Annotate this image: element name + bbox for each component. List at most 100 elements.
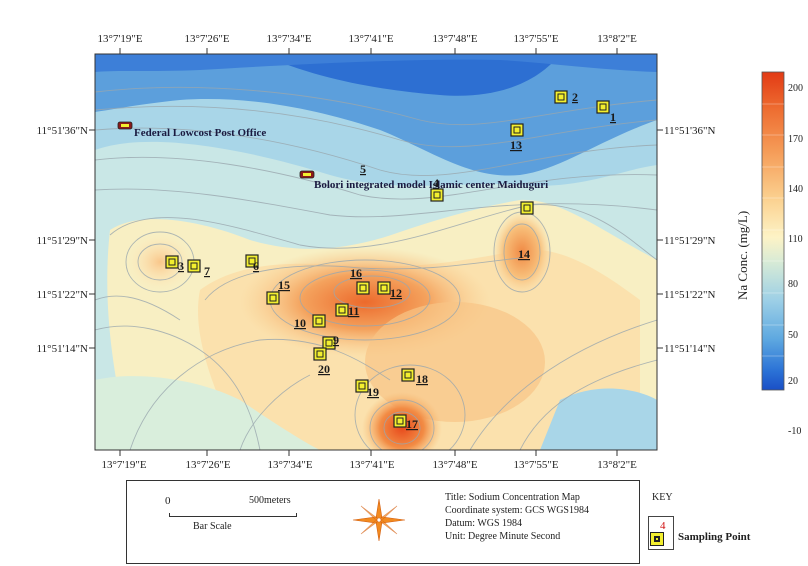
tick-label: 11°51'22"N	[664, 289, 715, 301]
tick-label: 11°51'36"N	[37, 125, 88, 137]
bottom-longitude-ticks: 13°7'19"E 13°7'26"E 13°7'34"E 13°7'41"E …	[101, 450, 637, 471]
sampling-point-9[interactable]: 9	[322, 333, 339, 350]
sampling-point-20[interactable]: 20	[313, 347, 330, 376]
tick-label: 13°7'19"E	[97, 33, 142, 45]
legend-title: Na Conc. (mg/L)	[735, 211, 750, 300]
tick-label: 11°51'36"N	[664, 125, 715, 137]
sampling-point-16[interactable]: 16	[350, 266, 370, 295]
sampling-point-5: 5	[360, 162, 366, 176]
legend-tick: 80	[788, 279, 798, 290]
sampling-point-label: 1	[610, 110, 616, 124]
sampling-point-label: 2	[572, 90, 578, 104]
tick-label: 13°7'26"E	[184, 33, 229, 45]
tick-label: 13°7'41"E	[349, 459, 394, 471]
sampling-point-label: 17	[406, 417, 418, 431]
tick-label: 13°7'41"E	[348, 33, 393, 45]
sampling-point-label: 18	[416, 372, 428, 386]
sampling-point-6[interactable]: 6	[245, 254, 259, 273]
sampling-point-label: 16	[350, 266, 362, 280]
concentration-surface	[95, 54, 657, 450]
sampling-point-icon	[650, 532, 664, 546]
sampling-point-13[interactable]: 13	[510, 123, 524, 152]
sampling-point-label: 3	[178, 259, 184, 273]
sampling-point-label: 12	[390, 286, 402, 300]
tick-label: 13°7'48"E	[432, 33, 477, 45]
tick-label: 11°51'14"N	[664, 343, 715, 355]
sampling-point-12[interactable]: 12	[377, 281, 402, 300]
place-label: Federal Lowcost Post Office	[134, 127, 266, 139]
sampling-point-label: 14	[518, 247, 530, 261]
sampling-point-1[interactable]: 1	[596, 100, 616, 124]
concentration-legend: 200 170 140 110 80 50 20 -10 Na Conc. (m…	[735, 71, 803, 437]
tick-label: 13°7'55"E	[513, 33, 558, 45]
tick-label: 11°51'14"N	[37, 343, 88, 355]
place-label: Bolori integrated model Islamic center M…	[314, 179, 548, 191]
legend-tick: 20	[788, 376, 798, 387]
right-latitude-ticks: 11°51'36"N 11°51'29"N 11°51'22"N 11°51'1…	[657, 125, 715, 355]
tick-label: 11°51'29"N	[664, 235, 715, 247]
sampling-point-17: 17	[406, 417, 418, 431]
tick-label: 13°8'2"E	[597, 33, 637, 45]
scale-distance-label: 500meters	[249, 495, 291, 506]
sampling-point-label: 15	[278, 278, 290, 292]
map-key: KEY 4 Sampling Point	[648, 492, 768, 558]
tick-label: 13°7'19"E	[101, 459, 146, 471]
sampling-point-label: 10	[294, 316, 306, 330]
sampling-point-18[interactable]: 18	[401, 368, 428, 386]
sampling-point-label: 9	[333, 333, 339, 347]
map-title: Title: Sodium Concentration Map	[445, 492, 580, 503]
top-longitude-ticks: 13°7'19"E 13°7'26"E 13°7'34"E 13°7'41"E …	[97, 33, 637, 54]
map-metadata: Title: Sodium Concentration Map Coordina…	[445, 491, 589, 543]
tick-label: 13°8'2"E	[597, 459, 637, 471]
sampling-points: 1 2 3 4 5 6 7	[165, 90, 616, 431]
legend-tick: 140	[788, 184, 803, 195]
sampling-point-label: 13	[510, 138, 522, 152]
sampling-point-2[interactable]: 2	[554, 90, 578, 104]
scale-label: Bar Scale	[193, 521, 232, 532]
sampling-point-label: 6	[253, 259, 259, 273]
coordinate-system: Coordinate system: GCS WGS1984	[445, 505, 589, 516]
legend-tick: -10	[788, 426, 801, 437]
unit: Unit: Degree Minute Second	[445, 531, 561, 542]
scale-bar-line	[169, 513, 297, 517]
left-latitude-ticks: 11°51'36"N 11°51'29"N 11°51'22"N 11°51'1…	[37, 125, 95, 355]
sampling-point-19[interactable]: 19	[355, 379, 379, 399]
scale-zero-label: 0	[165, 495, 171, 507]
bar-scale: 0 500meters Bar Scale	[165, 495, 305, 535]
key-title: KEY	[652, 492, 673, 503]
tick-label: 13°7'55"E	[513, 459, 558, 471]
sampling-point-label: 7	[204, 264, 210, 278]
sampling-point-10[interactable]: 10	[294, 314, 326, 330]
tick-label: 13°7'34"E	[267, 459, 312, 471]
sampling-point-label: 20	[318, 362, 330, 376]
north-arrow-icon	[352, 498, 406, 542]
key-label: Sampling Point	[678, 531, 751, 543]
sampling-point-label: 4	[433, 176, 439, 190]
legend-tick: 170	[788, 134, 803, 145]
legend-tick: 110	[788, 234, 803, 245]
legend-tick: 50	[788, 330, 798, 341]
place-bolori-islamic-center: Bolori integrated model Islamic center M…	[299, 170, 548, 191]
sampling-point-label: 11	[348, 304, 359, 318]
legend-tick: 200	[788, 83, 803, 94]
sampling-point-label: 19	[367, 385, 379, 399]
tick-label: 13°7'34"E	[266, 33, 311, 45]
tick-label: 13°7'26"E	[185, 459, 230, 471]
sampling-point-14[interactable]: 14	[518, 201, 534, 261]
sampling-point-7[interactable]: 7	[187, 259, 210, 278]
tick-label: 11°51'22"N	[37, 289, 88, 301]
sampling-point-4[interactable]: 4	[430, 176, 444, 202]
sampling-point-15[interactable]: 15	[266, 278, 290, 305]
key-sample-number: 4	[660, 520, 666, 532]
tick-label: 11°51'29"N	[37, 235, 88, 247]
tick-label: 13°7'48"E	[432, 459, 477, 471]
map-info-box: 0 500meters Bar Scale Title: Sodium Conc…	[126, 480, 640, 564]
place-federal-lowcost-post-office: Federal Lowcost Post Office	[117, 121, 266, 139]
sampling-point-label: 5	[360, 162, 366, 176]
sampling-point-3[interactable]: 3	[165, 255, 184, 273]
sampling-point-8[interactable]	[393, 414, 407, 428]
datum: Datum: WGS 1984	[445, 518, 523, 529]
key-symbol-frame	[648, 516, 674, 550]
sampling-point-11[interactable]: 11	[335, 303, 359, 318]
